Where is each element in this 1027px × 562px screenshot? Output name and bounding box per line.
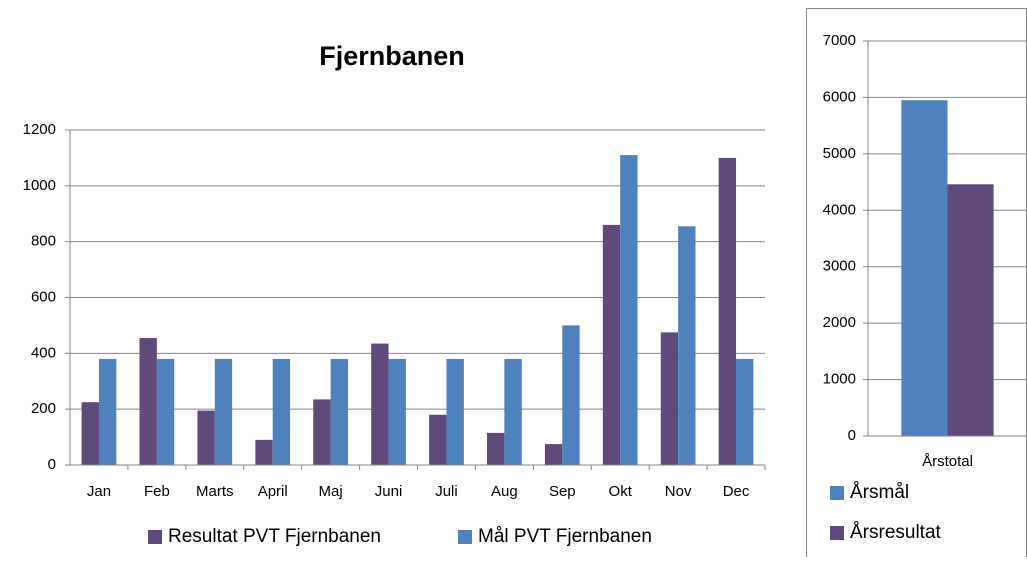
y-tick-label: 7000 [823,32,856,49]
y-tick-label: 1000 [23,177,56,194]
bar [388,358,406,465]
y-tick-label: 6000 [823,88,856,105]
y-tick-label: 200 [31,400,56,417]
bar [272,358,291,465]
x-tick-label: Juli [435,483,458,500]
bar [98,358,117,465]
bar [678,226,696,465]
y-tick-label: 2000 [823,314,856,331]
x-tick-label: Juni [375,483,403,500]
bar [197,410,215,465]
legend-swatch [830,526,844,540]
bar [602,224,621,465]
bar [544,444,563,465]
x-tick-label: Dec [723,483,750,500]
legend-label: Resultat PVT Fjernbanen [168,526,381,547]
bar [371,343,389,465]
bar [620,155,638,465]
x-tick-label: Nov [665,483,692,500]
y-tick-label: 0 [848,427,856,444]
bar [504,358,522,465]
y-tick-label: 0 [48,456,56,473]
bar [947,184,994,436]
y-tick-label: 600 [31,288,56,305]
y-tick-label: 5000 [823,145,856,162]
y-tick-label: 4000 [823,201,856,218]
x-tick-label: Feb [144,483,170,500]
x-tick-label: April [258,483,288,500]
x-tick-label: Sep [549,483,576,500]
bar [81,402,99,465]
x-tick-label: Jan [87,483,111,500]
legend-swatch [458,530,472,544]
bar [255,439,273,465]
y-tick-label: 400 [31,344,56,361]
bar [901,100,948,436]
legend-swatch [830,486,844,500]
bar [214,358,233,465]
y-tick-label: 800 [31,233,56,250]
x-tick-label: Maj [319,483,343,500]
bar [313,399,331,465]
bar [736,358,754,465]
x-tick-label: Årstotal [922,453,973,470]
y-tick-label: 1000 [823,371,856,388]
bar [429,414,447,465]
bar [446,358,464,465]
chart-title: Fjernbanen [319,41,465,71]
legend-label: Årsresultat [850,522,942,543]
y-tick-label: 1200 [23,121,56,138]
y-tick-label: 3000 [823,258,856,275]
bar [156,358,175,465]
legend-label: Årsmål [850,482,909,503]
bar [718,157,737,465]
bar [660,332,679,465]
x-tick-label: Marts [196,483,234,500]
bar [330,358,348,465]
bar [562,325,580,465]
x-tick-label: Aug [491,483,518,500]
legend-label: Mål PVT Fjernbanen [478,526,652,547]
legend-swatch [148,530,162,544]
x-tick-label: Okt [609,483,633,500]
bar [487,432,505,465]
bar [139,337,157,465]
